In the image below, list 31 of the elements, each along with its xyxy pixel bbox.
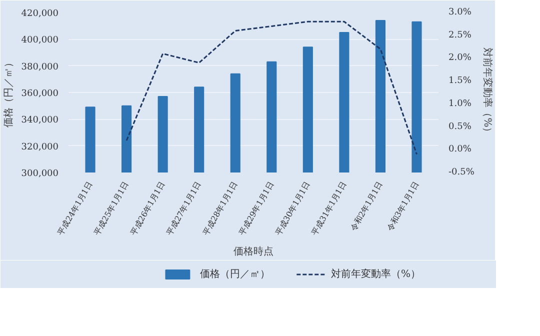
- x-tick-label: 平成26年1月1日: [128, 180, 167, 238]
- x-tick-label: 平成28年1月1日: [201, 180, 240, 238]
- x-tick-label: 平成27年1月1日: [165, 180, 203, 238]
- y-tick-label: 340,000: [21, 116, 59, 126]
- y-tick-label: 400,000: [21, 36, 59, 46]
- y2-tick-label: 1.5%: [448, 76, 472, 86]
- x-axis-title: 価格時点: [234, 245, 274, 258]
- legend-label: 価格（円／㎡）: [200, 268, 270, 280]
- legend-label: 対前年変動率（%）: [331, 268, 421, 280]
- y2-tick-label: 2.0%: [448, 53, 472, 64]
- y-tick-label: 420,000: [21, 9, 59, 19]
- line-series: [126, 20, 418, 155]
- y2-tick-label: 3.0%: [448, 8, 472, 18]
- y2-tick-label: 0.5%: [448, 122, 472, 132]
- y2-tick-label: 0.0%: [448, 144, 472, 155]
- y2-axis-title: 対前年変動率（%）: [481, 48, 494, 138]
- y-axis-title: 価格（円／㎡）: [2, 58, 14, 128]
- y2-tick-label: 1.0%: [448, 98, 472, 109]
- x-tick-label: 平成30年1月1日: [274, 180, 312, 238]
- x-tick-label: 平成24年1月1日: [56, 180, 94, 238]
- y-tick-label: 360,000: [21, 89, 59, 99]
- y-tick-label: 320,000: [21, 142, 59, 152]
- y2-tick-label: -0.5%: [448, 168, 475, 178]
- y-tick-label: 300,000: [21, 169, 59, 179]
- x-tick-label: 平成29年1月1日: [238, 180, 276, 238]
- x-tick-label: 令和3年1月1日: [385, 180, 421, 233]
- x-tick-label: 平成25年1月1日: [92, 180, 130, 238]
- y-tick-label: 380,000: [21, 62, 59, 72]
- y2-tick-label: 2.5%: [448, 30, 472, 40]
- x-tick-label: 平成31年1月1日: [310, 180, 348, 238]
- x-tick-label: 令和2年1月1日: [348, 180, 384, 233]
